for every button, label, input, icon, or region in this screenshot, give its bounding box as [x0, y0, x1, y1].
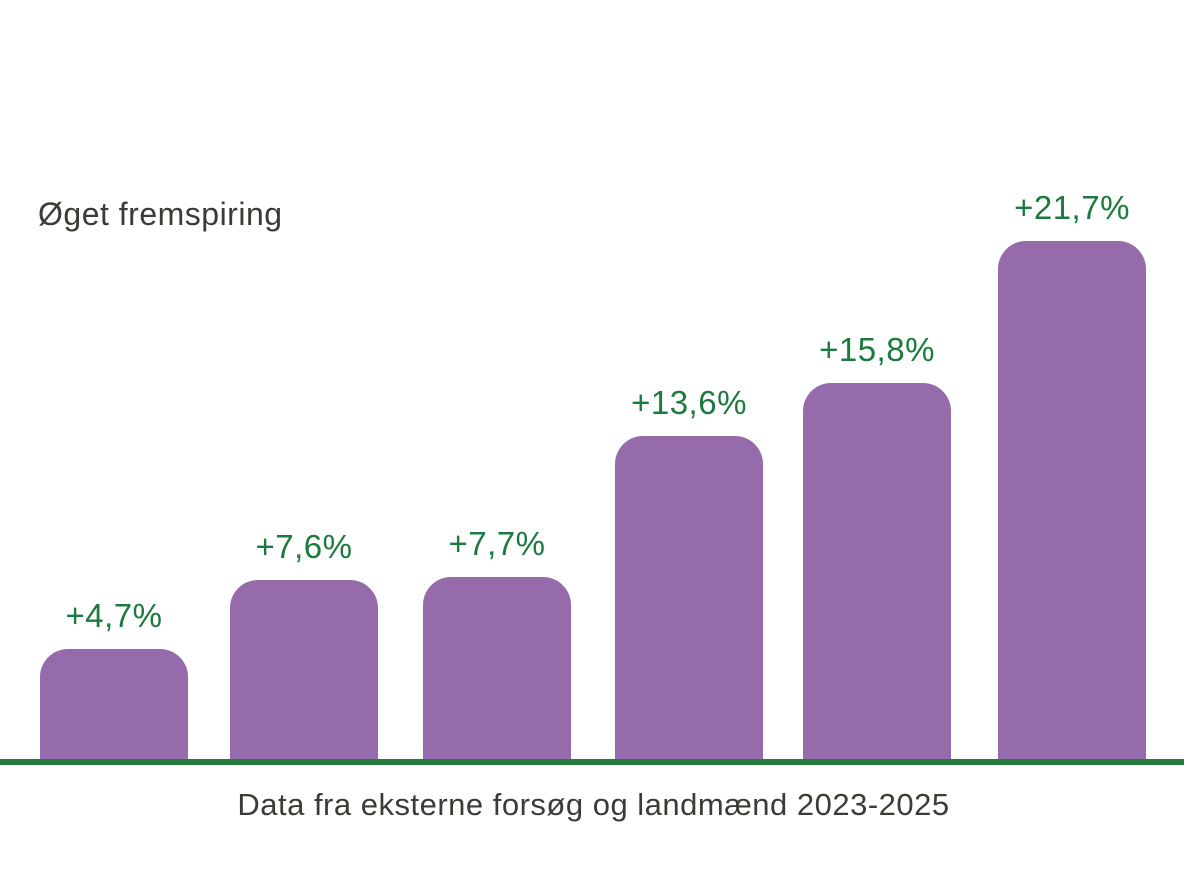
bar: [615, 436, 763, 762]
bar-group: +13,6%: [615, 376, 763, 762]
bar-value-label: +4,7%: [65, 597, 163, 634]
bar-group: +4,7%: [40, 589, 188, 762]
bar-group: +21,7%: [998, 181, 1146, 762]
bar-value-label: +13,6%: [631, 384, 747, 421]
bar-value-label: +15,8%: [819, 331, 935, 368]
bar: [40, 649, 188, 762]
bar: [230, 580, 378, 762]
bar-group: +15,8%: [803, 323, 951, 762]
plot-area: +4,7% +7,6% +7,7% +13,6% +15,8% +21,7%: [40, 181, 1146, 762]
bar: [423, 577, 571, 762]
x-axis-baseline: [0, 759, 1184, 765]
chart-caption: Data fra eksterne forsøg og landmænd 202…: [237, 787, 950, 822]
bar: [998, 241, 1146, 762]
bar-value-label: +7,6%: [255, 528, 353, 565]
bar-value-label: +7,7%: [448, 525, 546, 562]
bar: [803, 383, 951, 762]
bar-value-label: +21,7%: [1014, 189, 1130, 226]
bar-group: +7,6%: [230, 520, 378, 762]
chart-title: Øget fremspiring: [38, 196, 283, 232]
bar-group: +7,7%: [423, 517, 571, 762]
